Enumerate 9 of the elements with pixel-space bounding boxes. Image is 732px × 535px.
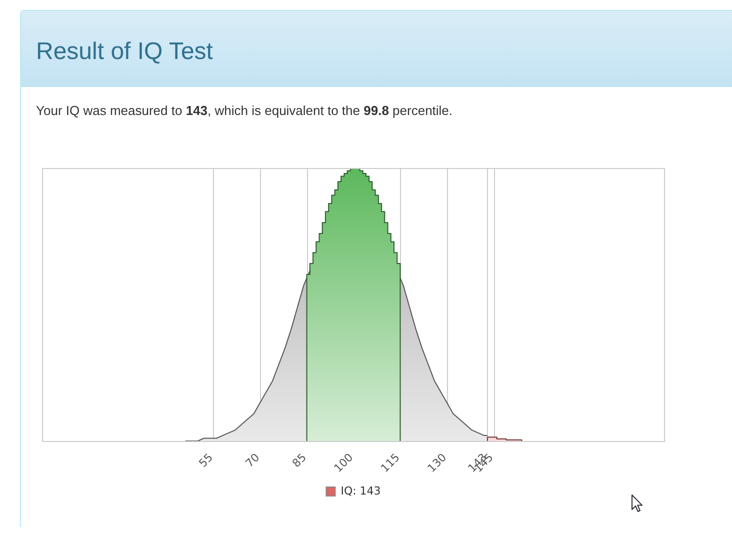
x-tick-label: 130 (425, 450, 450, 475)
x-tick-label: 55 (196, 450, 216, 470)
legend-label: IQ: 143 (340, 484, 381, 498)
chart-title: Result of IQ Test (36, 38, 213, 66)
x-tick-label: 100 (332, 450, 356, 475)
x-tick-label: 115 (378, 450, 402, 475)
x-tick-label: 85 (290, 450, 309, 470)
x-tick-label: 70 (243, 450, 262, 470)
chart-subtitle: Your IQ was measured to 143, which is equivalent to the 99.8 percentile. (36, 103, 453, 118)
